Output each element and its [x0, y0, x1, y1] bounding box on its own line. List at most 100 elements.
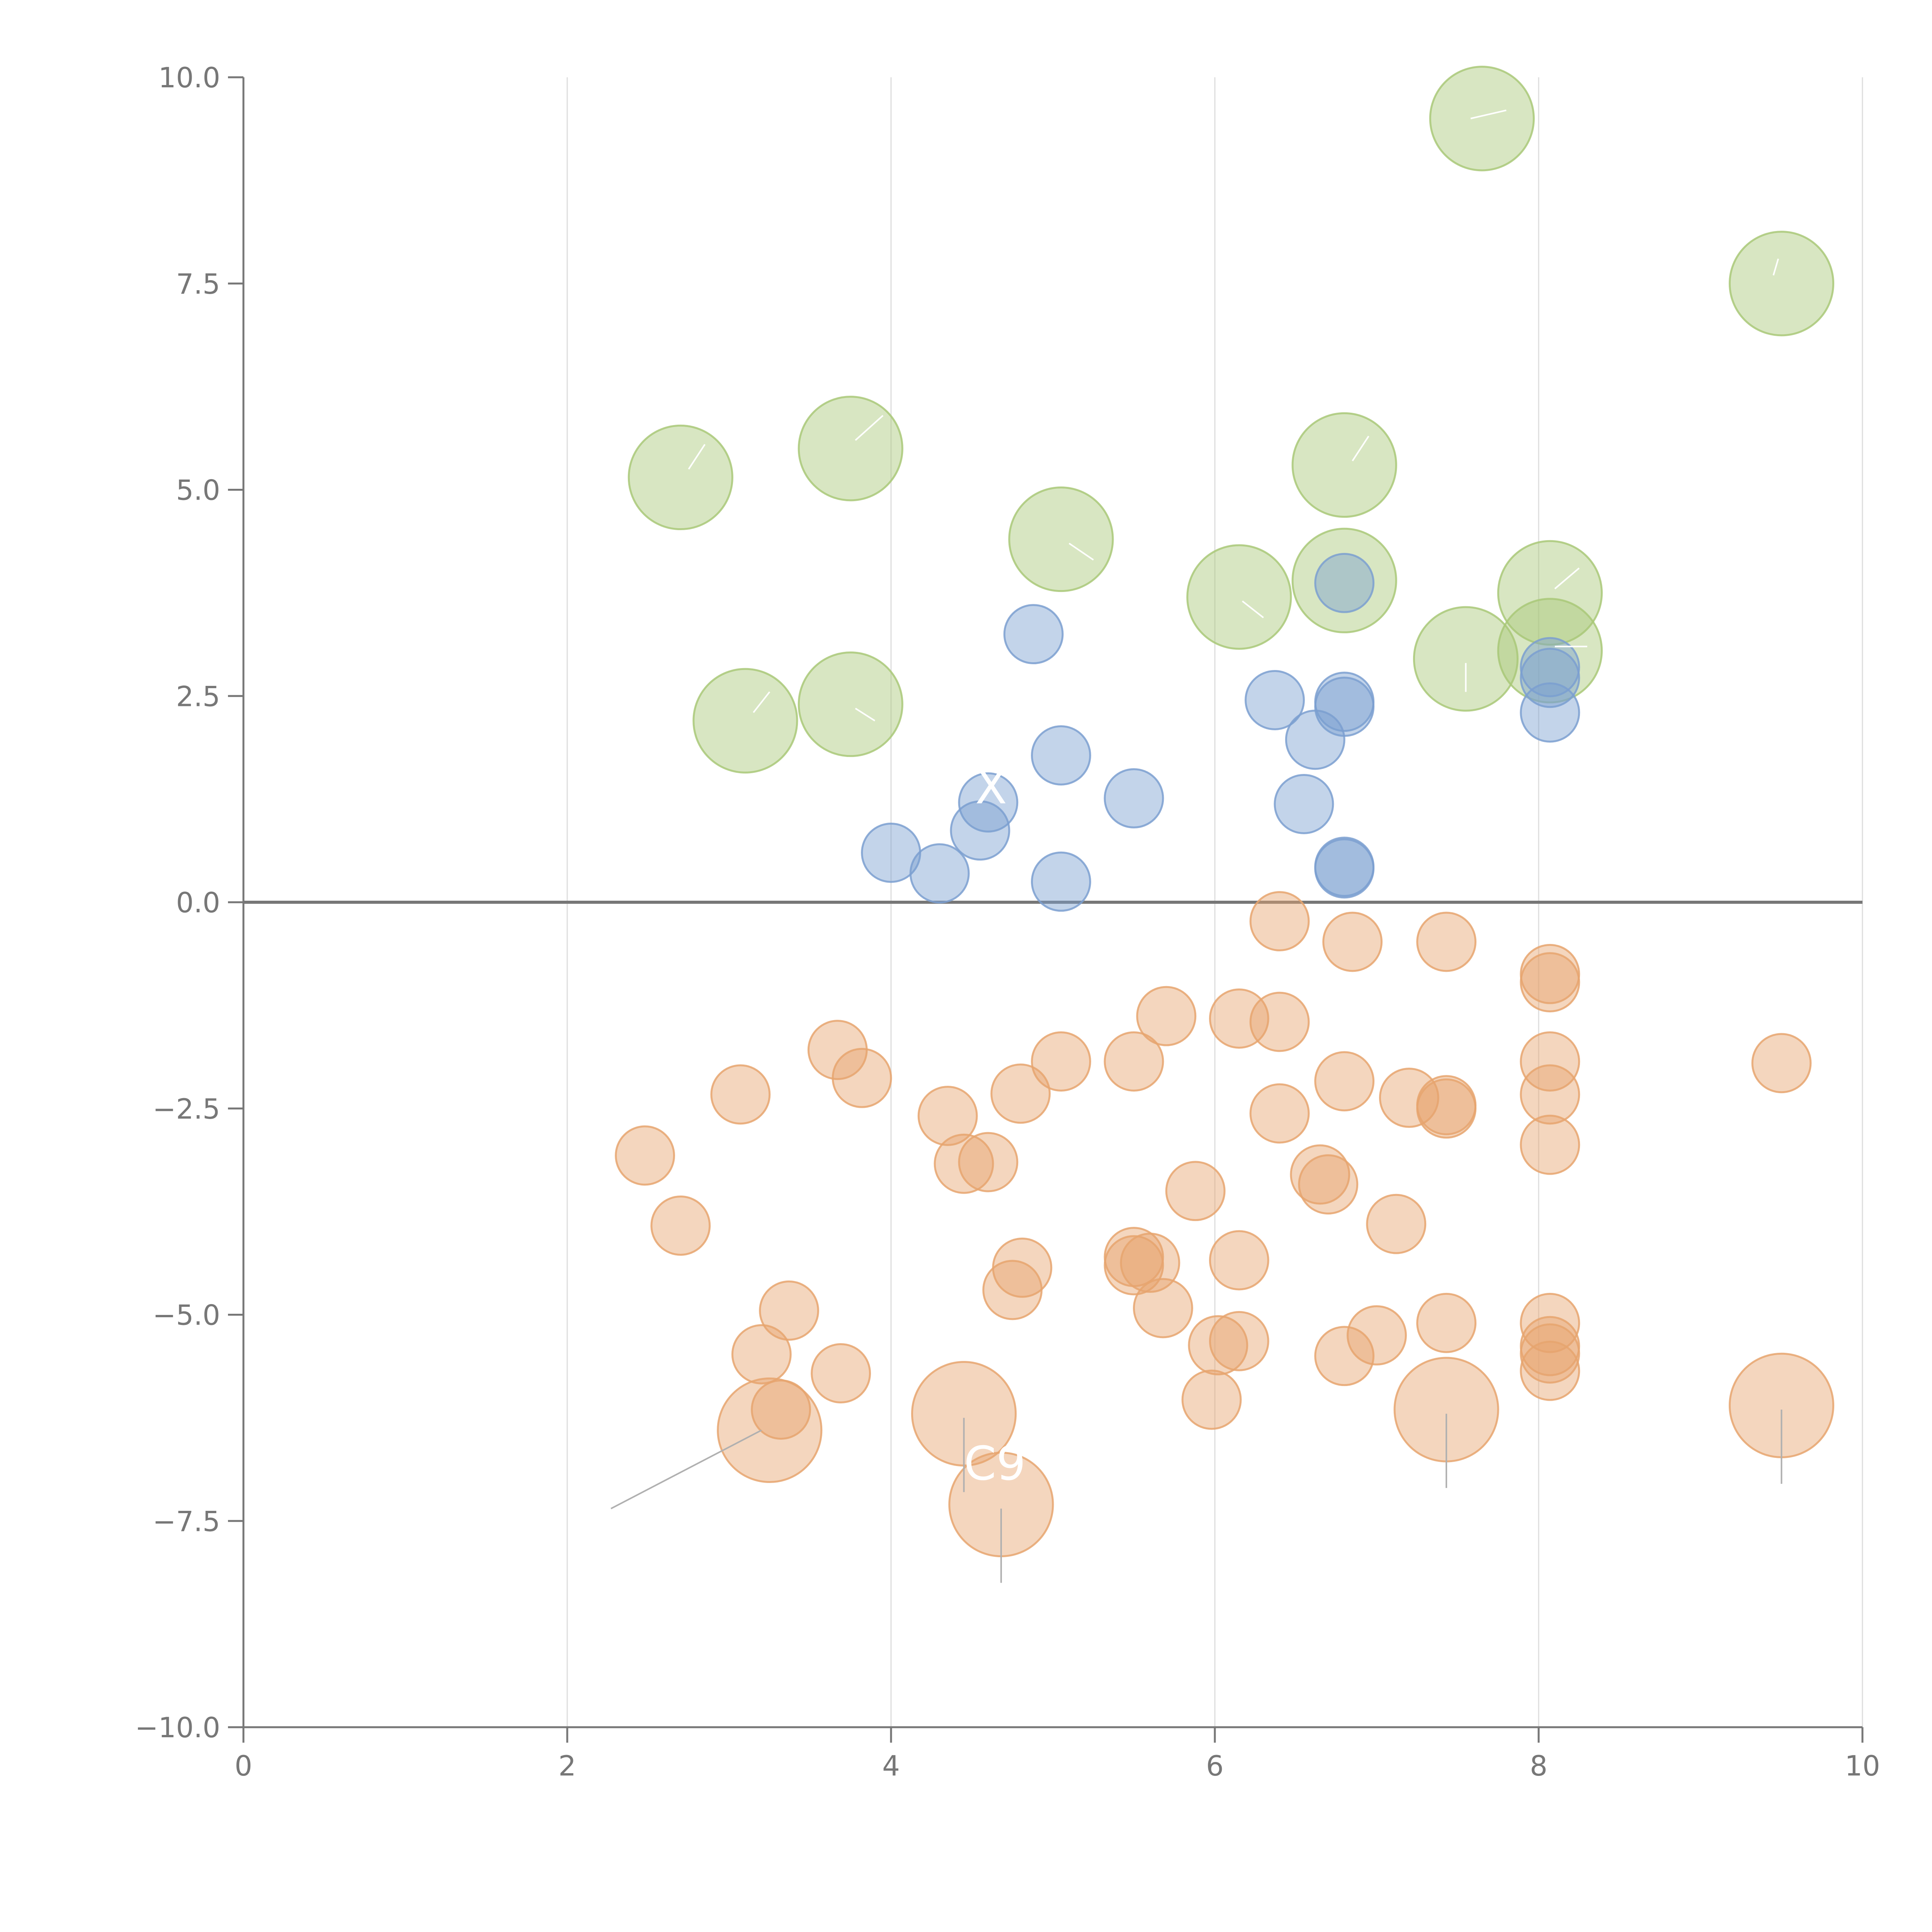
point-orange-13 [1751, 1033, 1812, 1094]
leader-line-11 [1242, 600, 1264, 618]
point-blue-8 [1520, 682, 1580, 743]
point-green-10 [1413, 606, 1519, 712]
point-orange-40 [1416, 1293, 1477, 1353]
point-orange-47 [1314, 1326, 1375, 1386]
point-green-0 [1429, 66, 1535, 172]
point-orange-24 [615, 1125, 675, 1186]
point-orange-50 [811, 1343, 871, 1404]
point-orange-34 [1120, 1233, 1180, 1293]
y-tick-label-5: −2.5 [153, 1093, 220, 1125]
point-blue-1 [1003, 604, 1064, 665]
x-tick-label-3: 6 [1206, 1750, 1224, 1782]
leader-line-16 [855, 707, 876, 721]
leader-line-7 [688, 444, 706, 470]
y-tick-label-2: 5.0 [176, 474, 220, 507]
x-tick-label-4: 8 [1530, 1750, 1548, 1782]
point-orange-27 [1290, 1144, 1350, 1205]
point-orange-29 [1165, 1161, 1226, 1221]
leader-lines [611, 109, 1782, 1583]
point-orange-4 [1520, 952, 1580, 1013]
point-blue-12 [1274, 774, 1334, 834]
leader-line-12 [1554, 567, 1580, 590]
leader-line-9 [1352, 435, 1369, 461]
point-orange-large-0 [717, 1377, 823, 1483]
point-green-1 [1728, 231, 1835, 337]
point-orange-11 [1104, 1031, 1164, 1092]
leader-line-6 [1772, 259, 1779, 276]
point-orange-16 [1314, 1051, 1375, 1112]
leader-line-8 [855, 415, 884, 441]
leader-line-15 [753, 691, 770, 713]
point-blue-13 [950, 800, 1010, 861]
point-green-6 [1186, 544, 1292, 650]
point-orange-37 [982, 1260, 1043, 1320]
point-orange-33 [1104, 1235, 1164, 1296]
point-orange-25 [934, 1133, 994, 1194]
point-green-2 [628, 424, 733, 531]
y-tick-label-8: −10.0 [135, 1711, 220, 1744]
point-orange-23 [1520, 1114, 1580, 1175]
x-axis-ticks: 0 2 4 6 8 10 [235, 1727, 1880, 1782]
point-orange-17 [1379, 1068, 1439, 1128]
y-tick-label-1: 7.5 [176, 268, 220, 300]
point-orange-20 [1416, 1078, 1477, 1139]
point-green-5 [1008, 486, 1114, 592]
point-orange-35 [1209, 1230, 1269, 1291]
x-tick-label-5: 10 [1845, 1750, 1880, 1782]
y-tick-label-0: 10.0 [158, 61, 220, 94]
point-blue-7 [1285, 709, 1345, 770]
point-orange-41 [1520, 1293, 1580, 1353]
point-green-9 [1497, 598, 1603, 704]
point-blue-0 [1314, 553, 1375, 613]
point-orange-39 [1133, 1278, 1193, 1338]
point-blue-10 [1104, 768, 1164, 828]
point-orange-26 [958, 1132, 1019, 1192]
point-orange-45 [1209, 1311, 1269, 1371]
point-green-7 [1291, 527, 1397, 633]
data-points [615, 66, 1835, 1558]
point-orange-30 [650, 1196, 711, 1256]
point-green-3 [798, 396, 903, 502]
x-tick-label-2: 4 [882, 1750, 900, 1782]
y-tick-label-4: 0.0 [176, 886, 220, 919]
point-orange-0 [1249, 891, 1310, 952]
y-tick-label-6: −5.0 [153, 1299, 220, 1332]
point-orange-10 [1031, 1031, 1091, 1092]
point-orange-9 [832, 1048, 892, 1108]
point-orange-2 [1416, 912, 1477, 972]
point-orange-46 [731, 1324, 792, 1384]
point-green-4 [1291, 412, 1397, 518]
point-green-12 [798, 651, 903, 757]
leader-line-0 [611, 1429, 762, 1509]
point-orange-44 [1188, 1315, 1248, 1376]
point-orange-15 [990, 1063, 1051, 1124]
point-green-11 [692, 668, 798, 774]
point-orange-48 [1520, 1323, 1580, 1384]
point-orange-1 [1322, 912, 1383, 972]
point-orange-22 [1249, 1083, 1310, 1144]
point-blue-9 [1031, 725, 1091, 786]
point-orange-3 [1520, 944, 1580, 1004]
point-orange-28 [1298, 1154, 1359, 1215]
y-tick-label-3: 2.5 [176, 680, 220, 713]
x-tick-label-1: 2 [558, 1750, 576, 1782]
point-orange-18 [1520, 1064, 1580, 1125]
point-blue-15 [909, 843, 970, 904]
point-orange-21 [917, 1086, 978, 1146]
point-orange-7 [1249, 992, 1310, 1052]
annotation-label-0: C9 [964, 1437, 1026, 1491]
point-orange-42 [1347, 1305, 1407, 1366]
leader-line-5 [1470, 109, 1507, 119]
point-blue-3 [1520, 648, 1580, 708]
point-orange-5 [1136, 986, 1197, 1046]
point-orange-31 [1366, 1194, 1427, 1254]
annotations: C9 X [964, 761, 1026, 1491]
point-green-8 [1497, 540, 1603, 646]
point-blue-18 [1314, 838, 1375, 899]
annotation-label-1: X [975, 761, 1007, 815]
point-orange-38 [759, 1280, 819, 1341]
point-blue-4 [1245, 670, 1305, 730]
leader-line-10 [1068, 543, 1094, 561]
point-orange-14 [710, 1064, 771, 1125]
